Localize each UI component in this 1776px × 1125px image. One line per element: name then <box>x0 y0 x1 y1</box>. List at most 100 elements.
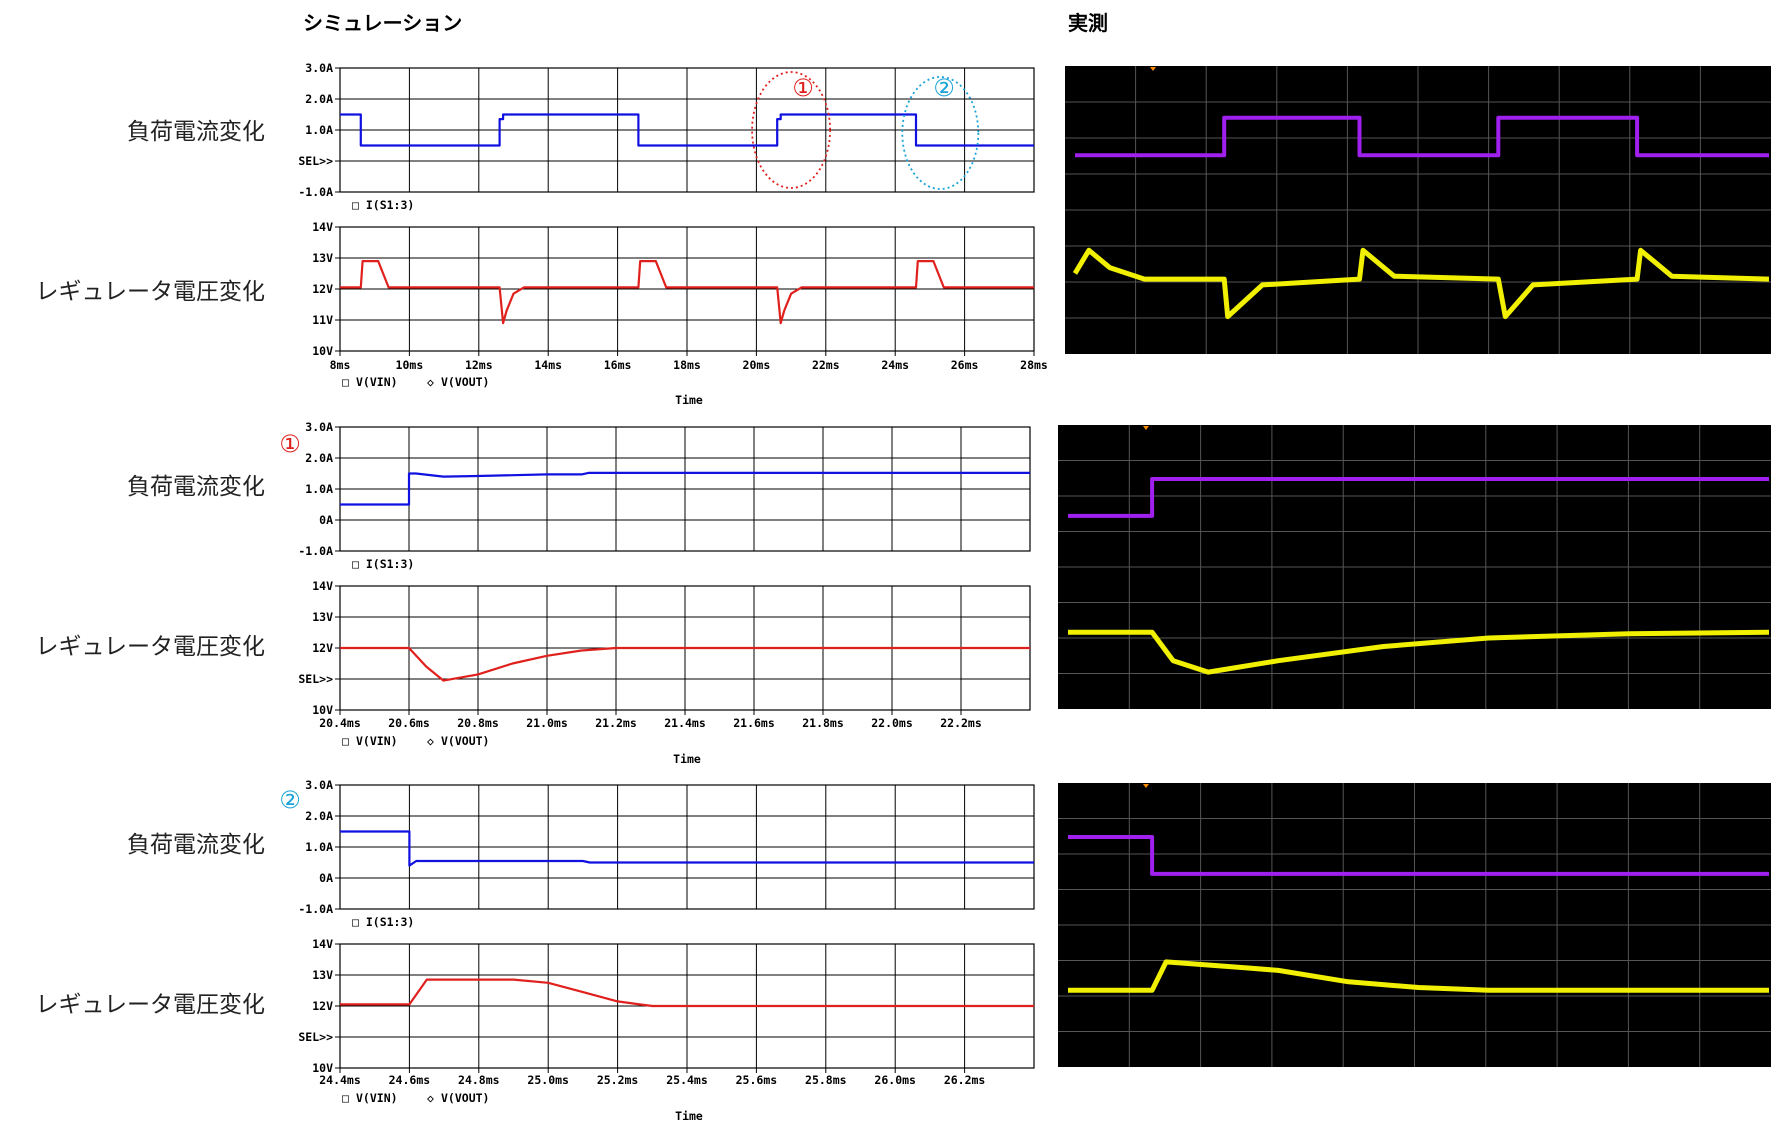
x-axis-title: Time <box>673 752 701 766</box>
y-tick-label: 3.0A <box>305 420 333 434</box>
y-tick-label: 10V <box>312 703 333 717</box>
legend-label: V(VOUT) <box>441 375 489 389</box>
series-line <box>340 471 1030 506</box>
y-tick-label: 13V <box>312 610 333 624</box>
x-tick-label: 24ms <box>881 358 909 372</box>
marker-2-top: ② <box>933 74 955 102</box>
series-line <box>340 646 1030 682</box>
marker-1-top: ① <box>792 74 814 102</box>
sim-1-voltage-panel: 14V 13V 12V 11V 10V <box>312 220 1035 358</box>
y-tick-label: 2.0A <box>305 451 333 465</box>
row-labels: 負荷電流変化 レギュレータ電圧変化 負荷電流変化 レギュレータ電圧変化 負荷電流… <box>35 119 265 1018</box>
y-tick-label: 0A <box>319 871 333 885</box>
x-tick-label: 16ms <box>604 358 632 372</box>
legend-marker: □ <box>342 734 349 748</box>
measured-scope-captures <box>1058 66 1771 1067</box>
series-line <box>340 113 1034 147</box>
x-tick-label: 25.6ms <box>736 1073 778 1087</box>
x-tick-label: 12ms <box>465 358 493 372</box>
y-tick-label: 14V <box>312 579 333 593</box>
row-label-current-3: 負荷電流変化 <box>127 832 265 858</box>
y-tick-label: SEL>> <box>298 1030 333 1044</box>
scope-capture-2 <box>1058 425 1771 709</box>
legend-label: V(VOUT) <box>441 1091 489 1105</box>
y-tick-label: SEL>> <box>298 154 333 168</box>
x-tick-label: 22ms <box>812 358 840 372</box>
y-tick-label: 11V <box>312 313 333 327</box>
scope-capture-1 <box>1065 66 1771 354</box>
sim-3-current-panel: 3.0A 2.0A 1.0A 0A -1.0A <box>298 778 1035 916</box>
legend-voltage: □ V(VIN) ◇ V(VOUT) <box>342 1091 489 1105</box>
series-line <box>340 260 1034 325</box>
y-tick-label: -1.0A <box>298 185 333 199</box>
x-tick-label: 20.4ms <box>319 716 361 730</box>
legend-voltage: □ V(VIN) ◇ V(VOUT) <box>342 375 489 389</box>
row-label-voltage-3: レギュレータ電圧変化 <box>35 992 265 1018</box>
x-tick-label: 25.4ms <box>666 1073 708 1087</box>
y-tick-label: 2.0A <box>305 92 333 106</box>
x-tick-label: 22.0ms <box>871 716 913 730</box>
x-axis-title: Time <box>675 1109 703 1123</box>
scope-voltage-trace <box>1072 247 1770 320</box>
sim-2-current-panel: 3.0A 2.0A 1.0A 0A -1.0A <box>298 420 1031 558</box>
y-tick-label: 3.0A <box>305 61 333 75</box>
scope-current-trace <box>1075 115 1769 158</box>
y-tick-label: 1.0A <box>305 482 333 496</box>
scope-voltage-trace <box>1068 629 1770 675</box>
legend-current: □ I(S1:3) <box>352 557 414 571</box>
legend-voltage: □ V(VIN) ◇ V(VOUT) <box>342 734 489 748</box>
row-label-voltage-1: レギュレータ電圧変化 <box>35 279 265 305</box>
y-tick-label: -1.0A <box>298 544 333 558</box>
y-tick-label: 3.0A <box>305 778 333 792</box>
y-tick-label: 0A <box>319 513 333 527</box>
legend-current: □ I(S1:3) <box>352 915 414 929</box>
trigger-marker <box>1143 426 1149 430</box>
scope-voltage-trace <box>1068 959 1769 993</box>
scope-capture-3 <box>1058 783 1771 1067</box>
x-tick-label: 25.0ms <box>527 1073 569 1087</box>
marker-1-side: ① <box>279 430 301 458</box>
y-tick-label: SEL>> <box>298 672 333 686</box>
x-tick-label: 25.8ms <box>805 1073 847 1087</box>
measured-header: 実測 <box>1068 11 1108 35</box>
row-label-voltage-2: レギュレータ電圧変化 <box>35 634 265 660</box>
legend-label: V(VIN) <box>356 1091 398 1105</box>
simulation-charts: 3.0A 2.0A 1.0A SEL>> -1.0A 14V 13V 12V 11V 10V □ I… <box>298 61 1047 1123</box>
legend-label: V(VOUT) <box>441 734 489 748</box>
sim-3-voltage-panel: 14V 13V 12V SEL>> 10V <box>298 937 1035 1075</box>
y-tick-label: 12V <box>312 282 333 296</box>
trigger-marker <box>1143 784 1149 788</box>
legend-label: V(VIN) <box>356 375 398 389</box>
y-tick-label: 14V <box>312 220 333 234</box>
legend-marker: □ <box>342 375 349 389</box>
x-tick-label: 18ms <box>673 358 701 372</box>
legend-marker: ◇ <box>427 734 434 748</box>
series-line <box>340 830 1034 867</box>
x-tick-label: 21.2ms <box>595 716 637 730</box>
x-tick-label: 20.8ms <box>457 716 499 730</box>
row-label-current-2: 負荷電流変化 <box>127 474 265 500</box>
scope-current-trace <box>1068 477 1769 518</box>
x-tick-label: 8ms <box>330 358 351 372</box>
x-tick-label: 26.0ms <box>874 1073 916 1087</box>
x-tick-label: 10ms <box>396 358 424 372</box>
series-line <box>340 978 1034 1008</box>
x-tick-label: 25.2ms <box>597 1073 639 1087</box>
simulation-header: シミュレーション <box>303 11 462 35</box>
sim-2-voltage-panel: 14V 13V 12V SEL>> 10V <box>298 579 1031 717</box>
trigger-marker <box>1150 67 1156 71</box>
x-tick-label: 21.8ms <box>802 716 844 730</box>
x-tick-label: 22.2ms <box>940 716 982 730</box>
y-tick-label: 10V <box>312 344 333 358</box>
x-tick-label: 21.6ms <box>733 716 775 730</box>
y-tick-label: 1.0A <box>305 123 333 137</box>
legend-marker: ◇ <box>427 375 434 389</box>
x-tick-label: 21.4ms <box>664 716 706 730</box>
annotation-ellipse-2 <box>901 76 980 190</box>
x-tick-label: 20.6ms <box>388 716 430 730</box>
y-tick-label: 12V <box>312 999 333 1013</box>
x-tick-label: 26.2ms <box>944 1073 986 1087</box>
y-tick-label: -1.0A <box>298 902 333 916</box>
y-tick-label: 14V <box>312 937 333 951</box>
